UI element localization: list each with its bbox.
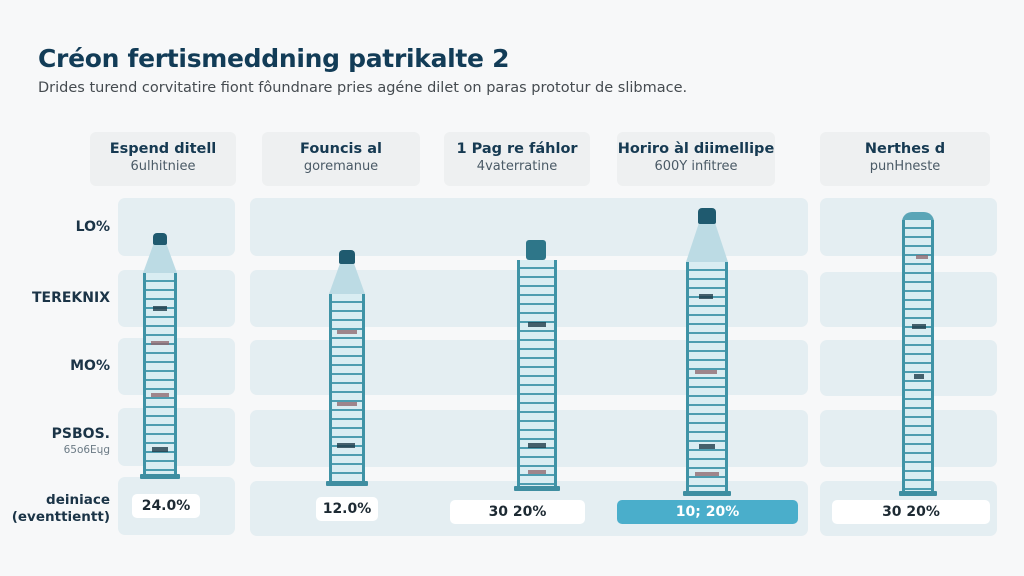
row-label: MO% [70,358,110,374]
value-pill-3: 30 20% [450,500,585,524]
bottle-cap-icon [698,208,716,224]
bar-marker [337,443,355,448]
row-band [118,198,235,256]
bar-bottle-2 [326,250,368,486]
value-pill-5: 30 20% [832,500,990,524]
column-subtitle: 6ulhitniee [130,159,196,174]
bottle-cap-icon [153,233,167,245]
bar-marker [695,472,719,476]
bar-marker [912,324,926,329]
bar-marker [152,447,168,452]
bar-ladder [899,220,937,496]
row-label-text: LO% [75,219,110,235]
bar-marker [699,294,713,299]
column-subtitle: 600Y infitree [654,159,738,174]
bar-marker [528,470,546,474]
row-label-text: PSBOS. [51,426,110,442]
row-label-text: (eventtientt) [11,509,110,525]
column-subtitle: punHneste [869,159,941,174]
bottle-neck [686,224,728,262]
row-label: PSBOS. 65o6Eɥg [52,426,110,456]
column-header-4: Horiro àl diimellipe 600Y infitree [617,132,775,186]
column-subtitle: goremanue [303,159,379,174]
bottle-cap-icon [526,240,546,260]
bar-ladder [326,294,368,486]
column-title: Horiro àl diimellipe [617,141,775,157]
value-pill-4-highlighted: 10; 20% [617,500,798,524]
bar-marker [153,306,167,311]
value-pill-1: 24.0% [132,494,200,518]
bar-ladder [514,260,560,491]
bar-ladder [683,262,731,496]
row-label-text: deiniace [46,492,110,508]
bar-marker [695,370,717,374]
bar-marker [916,255,928,259]
row-sublabel: 65o6Eɥg [63,444,110,456]
column-title: 1 Pag re fáhlor [456,141,578,157]
column-header-1: Espend ditell 6ulhitniee [90,132,236,186]
bottle-cap-icon [902,212,934,222]
row-label-text: TEREKNIX [31,290,110,306]
chart-title: Créon fertismeddning patrikalte 2 [38,44,510,73]
bar-marker [151,393,169,397]
bar-marker [699,444,715,449]
bar-bottle-1 [140,233,180,479]
bar-bottle-3 [514,240,560,491]
column-header-3: 1 Pag re fáhlor 4vaterratine [444,132,590,186]
row-label: LO% [76,219,110,235]
column-title: Nerthes d [864,141,946,157]
value-pill-2: 12.0% [316,497,378,521]
column-header-2: Founcis al goremanue [262,132,420,186]
bar-marker [337,402,357,406]
bar-bottle-5 [899,212,937,496]
bottle-neck [143,245,177,273]
bar-marker [528,443,546,448]
bottle-neck [329,264,365,294]
bar-ladder [140,273,180,479]
row-label-text: MO% [70,358,110,374]
bottle-cap-icon [339,250,355,264]
chart-subtitle: Drides turend corvitatire fiont fôundnar… [38,80,688,96]
bar-marker [528,322,546,327]
column-title: Espend ditell [109,141,217,157]
bar-marker [914,374,924,379]
column-header-5: Nerthes d punHneste [820,132,990,186]
bar-marker [337,330,357,334]
column-subtitle: 4vaterratine [476,159,558,174]
column-title: Founcis al [300,141,382,157]
row-label: deiniace (eventtientt) [12,492,110,526]
bar-bottle-4 [683,208,731,496]
bar-marker [151,341,169,345]
row-label: TEREKNIX [32,290,110,306]
